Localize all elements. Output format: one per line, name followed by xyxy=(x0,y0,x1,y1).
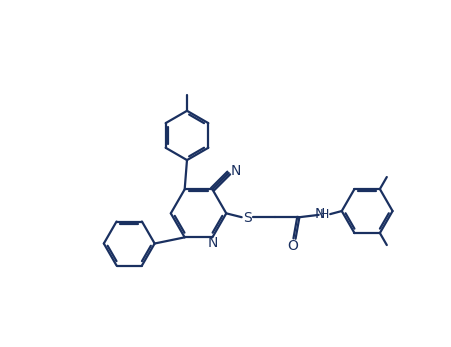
Text: N: N xyxy=(230,164,240,178)
Text: S: S xyxy=(243,211,252,225)
Text: N: N xyxy=(313,207,324,221)
Text: H: H xyxy=(319,208,328,221)
Text: N: N xyxy=(207,236,218,250)
Text: O: O xyxy=(286,239,297,253)
